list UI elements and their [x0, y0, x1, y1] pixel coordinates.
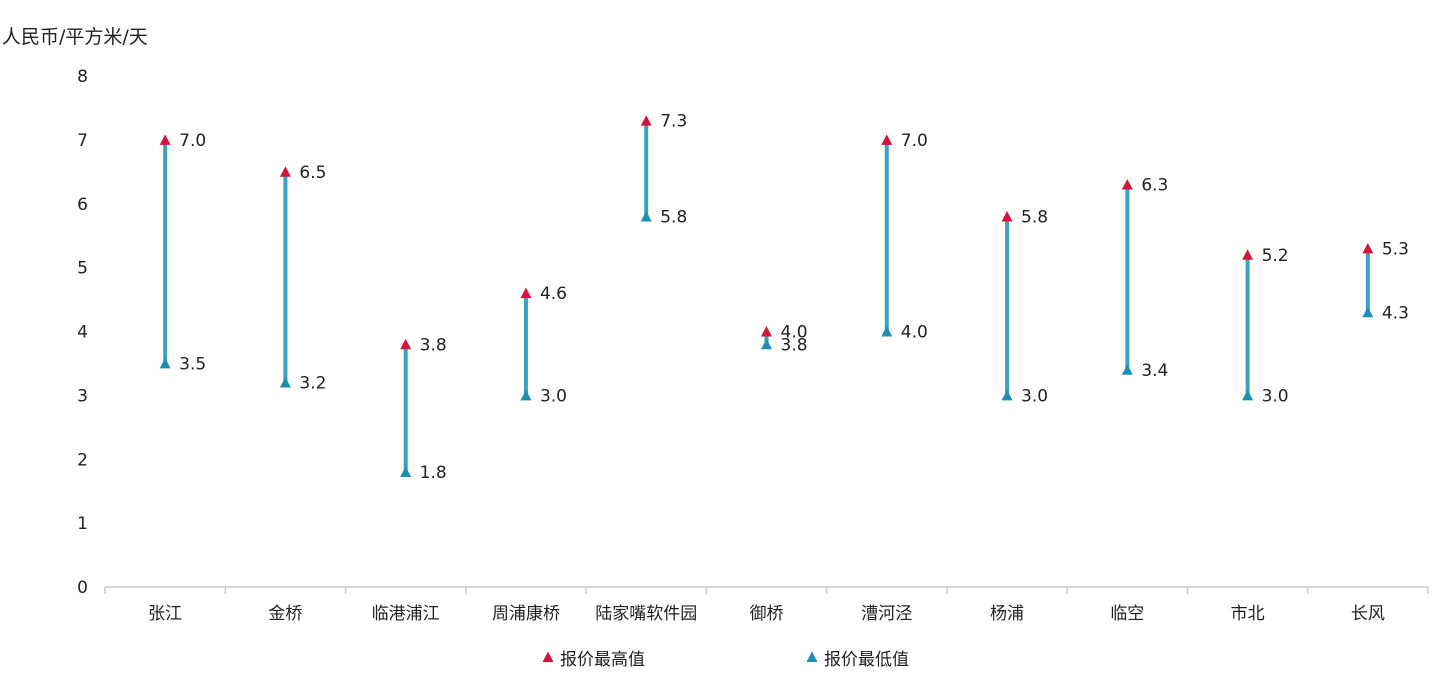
low-marker [1242, 389, 1254, 401]
x-tick-label: 金桥 [268, 604, 302, 624]
high-value-label: 6.5 [299, 163, 326, 183]
high-marker [761, 326, 772, 337]
high-marker [400, 338, 412, 350]
low-marker [520, 389, 532, 401]
x-tick-label: 临空 [1110, 604, 1144, 624]
low-marker [400, 466, 412, 477]
low-value-label: 5.8 [660, 208, 687, 228]
low-value-label: 4.3 [1382, 303, 1409, 323]
x-tick-label: 陆家嘴软件园 [595, 604, 697, 624]
y-tick-label: 6 [77, 195, 88, 215]
x-tick-label: 漕河泾 [861, 604, 912, 624]
low-value-label: 3.0 [1021, 386, 1048, 406]
high-marker [279, 166, 291, 177]
low-value-label: 4.0 [901, 323, 928, 343]
low-value-label: 3.5 [179, 354, 206, 374]
high-value-label: 3.8 [420, 335, 447, 355]
low-marker [640, 211, 652, 222]
legend-high-label: 报价最高值 [560, 650, 645, 670]
high-value-label: 4.0 [781, 323, 808, 343]
low-marker [1362, 306, 1374, 318]
low-value-label: 1.8 [420, 463, 447, 483]
low-marker [279, 377, 291, 388]
high-marker [159, 134, 171, 145]
low-marker [159, 357, 171, 369]
x-tick-label: 临港浦江 [372, 604, 440, 624]
y-tick-label: 0 [77, 578, 88, 598]
high-value-label: 5.8 [1021, 208, 1048, 228]
low-value-label: 3.0 [540, 386, 567, 406]
high-value-label: 7.0 [179, 131, 206, 151]
low-marker [881, 326, 893, 337]
high-value-label: 7.3 [660, 112, 687, 132]
y-axis-unit-label: 人民币/平方米/天 [2, 26, 148, 48]
high-marker [1362, 242, 1374, 254]
low-marker [1001, 389, 1013, 401]
legend-low-marker [806, 651, 818, 662]
x-tick-label: 杨浦 [990, 604, 1024, 624]
high-value-label: 5.3 [1382, 239, 1409, 259]
x-tick-label: 长风 [1351, 604, 1385, 624]
y-tick-label: 5 [77, 259, 88, 279]
low-marker [761, 338, 772, 350]
high-marker [640, 115, 652, 126]
low-value-label: 3.2 [299, 374, 326, 394]
y-tick-label: 8 [77, 67, 88, 87]
high-marker [881, 134, 893, 145]
low-value-label: 3.8 [781, 335, 808, 355]
y-tick-label: 3 [77, 386, 88, 406]
high-value-label: 5.2 [1262, 246, 1289, 266]
x-tick-label: 周浦康桥 [492, 604, 560, 624]
high-marker [1242, 249, 1254, 260]
high-value-label: 7.0 [901, 131, 928, 151]
high-marker [520, 287, 532, 299]
legend-high-marker [542, 651, 554, 662]
legend-low-label: 报价最低值 [824, 650, 909, 670]
low-value-label: 3.4 [1141, 361, 1168, 381]
high-marker [1121, 179, 1133, 190]
y-tick-label: 7 [77, 131, 88, 151]
y-tick-label: 2 [77, 450, 88, 470]
high-marker [1001, 211, 1013, 222]
low-marker [1121, 364, 1133, 375]
low-value-label: 3.0 [1262, 386, 1289, 406]
y-tick-label: 4 [77, 323, 88, 343]
x-tick-label: 市北 [1231, 604, 1265, 624]
x-tick-label: 御桥 [750, 604, 784, 624]
x-tick-label: 张江 [148, 604, 182, 624]
y-tick-label: 1 [77, 514, 88, 534]
high-value-label: 6.3 [1141, 176, 1168, 196]
high-value-label: 4.6 [540, 284, 567, 304]
